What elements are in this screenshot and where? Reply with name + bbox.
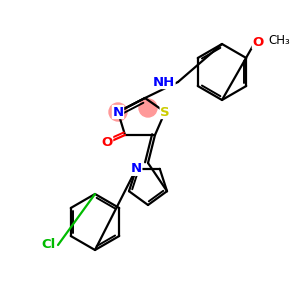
Text: N: N <box>131 162 142 175</box>
Text: O: O <box>101 136 112 149</box>
Text: Cl: Cl <box>41 238 55 251</box>
Text: CH₃: CH₃ <box>268 34 290 46</box>
Circle shape <box>109 103 127 121</box>
Text: S: S <box>160 106 170 118</box>
Text: NH: NH <box>153 76 175 88</box>
Circle shape <box>139 99 157 117</box>
Text: N: N <box>112 106 124 118</box>
Text: O: O <box>252 35 264 49</box>
